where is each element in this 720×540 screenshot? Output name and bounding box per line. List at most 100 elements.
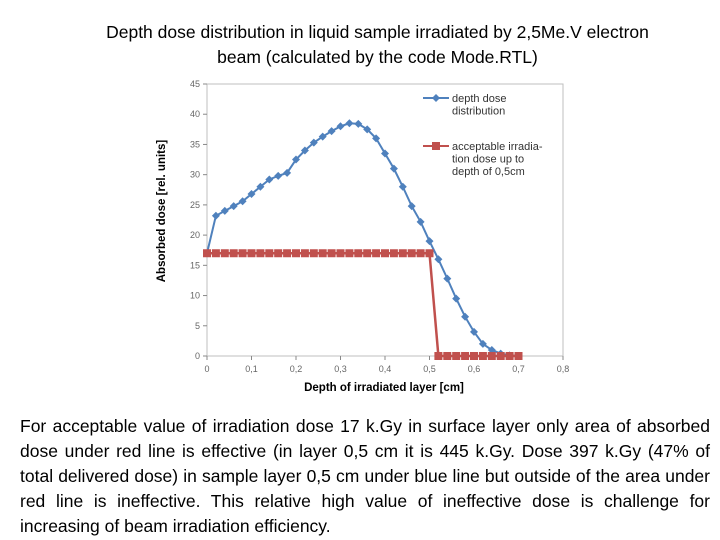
legend-label: tion dose up to: [452, 154, 524, 166]
data-point: [220, 206, 229, 215]
y-tick-label: 35: [190, 139, 200, 149]
data-point: [265, 175, 274, 184]
data-point: [461, 312, 470, 321]
data-point: [443, 352, 452, 360]
data-point: [292, 155, 300, 164]
data-point: [300, 146, 309, 155]
legend-marker: [432, 142, 440, 150]
data-point: [416, 249, 425, 258]
data-point: [389, 249, 398, 258]
legend-marker: [432, 94, 440, 102]
chart-title: Depth dose distribution in liquid sample…: [40, 20, 715, 70]
data-point: [496, 352, 505, 360]
data-point: [505, 352, 514, 360]
data-point: [220, 249, 229, 258]
data-point: [470, 352, 478, 360]
y-axis-label: Absorbed dose [rel. units]: [156, 140, 168, 283]
chart-title-line-2: beam (calculated by the code Mode.RTL): [217, 47, 538, 67]
data-point: [238, 249, 247, 258]
chart-title-line-1: Depth dose distribution in liquid sample…: [106, 22, 649, 42]
data-point: [398, 182, 407, 191]
data-point: [389, 164, 398, 173]
data-point: [256, 182, 265, 191]
data-point: [247, 190, 256, 199]
y-tick-label: 40: [190, 109, 200, 119]
data-point: [470, 327, 478, 336]
data-point: [292, 249, 300, 258]
x-tick-label: 0,2: [290, 364, 303, 374]
x-tick-label: 0,1: [245, 364, 258, 374]
data-point: [211, 249, 220, 258]
data-point: [265, 249, 274, 258]
data-point: [363, 125, 372, 134]
data-point: [327, 249, 336, 258]
legend-label: acceptable irradia-: [452, 141, 543, 153]
data-point: [487, 352, 496, 360]
y-tick-label: 0: [195, 351, 200, 361]
legend-label: distribution: [452, 106, 505, 118]
legend-label: depth dose: [452, 93, 506, 105]
y-tick-label: 5: [195, 321, 200, 331]
data-point: [363, 249, 372, 258]
data-point: [514, 352, 523, 360]
y-tick-label: 10: [190, 291, 200, 301]
data-point: [229, 249, 238, 258]
data-point: [318, 132, 327, 141]
x-tick-label: 0: [204, 364, 209, 374]
data-point: [283, 168, 292, 177]
data-point: [300, 249, 309, 258]
legend-entry: acceptable irradia-tion dose up todepth …: [423, 141, 543, 178]
data-point: [398, 249, 407, 258]
data-point: [425, 237, 434, 246]
y-axis: 0 5 10 15 20 25 30 35 40 45: [190, 79, 207, 361]
y-tick-label: 15: [190, 260, 200, 270]
data-point: [407, 249, 416, 258]
data-point: [372, 134, 381, 143]
data-point: [434, 352, 443, 360]
data-point: [345, 249, 354, 258]
data-point: [283, 249, 292, 258]
data-point: [452, 294, 461, 303]
data-point: [407, 202, 416, 211]
data-point: [309, 249, 318, 258]
data-point: [318, 249, 327, 258]
y-tick-label: 30: [190, 170, 200, 180]
data-point: [381, 149, 389, 158]
series-acceptable-dose: [203, 249, 523, 360]
x-tick-label: 0,4: [379, 364, 392, 374]
series-layer: [203, 119, 523, 360]
data-point: [211, 211, 220, 220]
data-point: [309, 138, 318, 147]
data-point: [203, 249, 211, 258]
data-point: [452, 352, 461, 360]
data-point: [425, 249, 434, 258]
depth-dose-chart: 0 5 10 15 20 25 30 35 40 45 0 0,1 0,2 0,3 0,4 0,5 0,6 0,…: [150, 76, 580, 396]
x-axis-label: Depth of irradiated layer [cm]: [304, 382, 464, 394]
data-point: [443, 274, 452, 283]
data-point: [238, 197, 247, 206]
legend-label: depth of 0,5cm: [452, 166, 525, 178]
data-point: [487, 345, 496, 354]
y-tick-label: 45: [190, 79, 200, 89]
data-point: [381, 249, 389, 258]
data-point: [372, 249, 381, 258]
data-point: [416, 217, 425, 226]
data-point: [461, 352, 470, 360]
data-point: [336, 122, 345, 131]
x-tick-label: 0,8: [557, 364, 570, 374]
chart-background: [150, 76, 580, 396]
data-point: [256, 249, 265, 258]
data-point: [274, 249, 283, 258]
x-tick-label: 0,6: [468, 364, 481, 374]
x-tick-label: 0,3: [334, 364, 347, 374]
data-point: [478, 339, 487, 348]
y-tick-label: 20: [190, 230, 200, 240]
data-point: [247, 249, 256, 258]
x-tick-label: 0,5: [423, 364, 436, 374]
caption-text: For acceptable value of irradiation dose…: [20, 416, 710, 536]
data-point: [327, 127, 336, 136]
data-point: [354, 119, 363, 128]
data-point: [336, 249, 345, 258]
